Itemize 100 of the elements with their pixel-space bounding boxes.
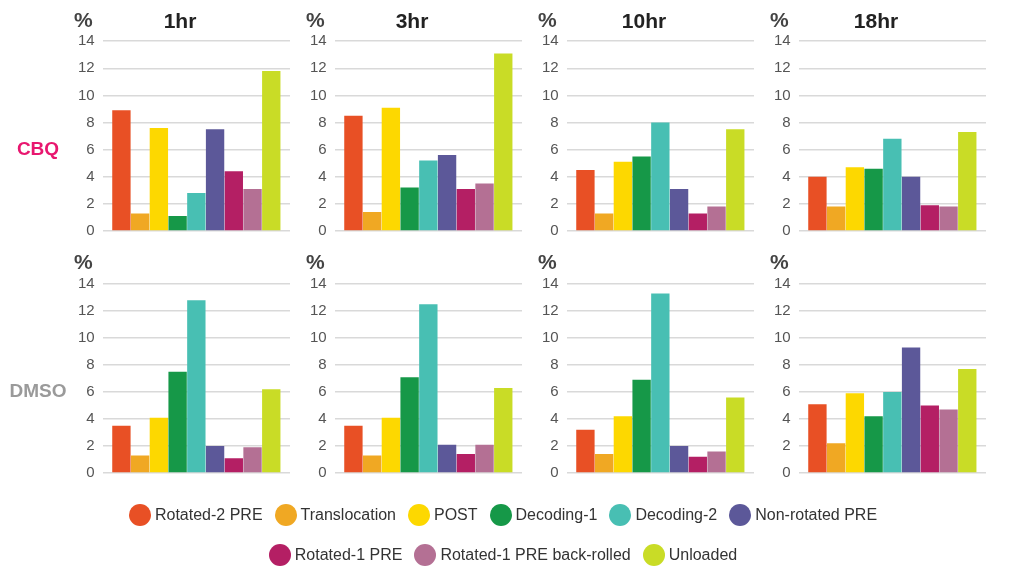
- y-tick-label: 12: [310, 301, 327, 319]
- bar: [362, 212, 382, 231]
- legend-label: Non-rotated PRE: [755, 506, 878, 524]
- y-tick-label: 0: [550, 463, 559, 481]
- bar: [187, 300, 206, 473]
- bar: [400, 377, 419, 473]
- bar: [168, 371, 187, 473]
- bar: [243, 447, 262, 473]
- bar: [362, 455, 382, 473]
- legend-label: Decoding-2: [635, 506, 718, 524]
- y-axis-title: %: [538, 8, 557, 32]
- y-tick-label: 10: [542, 328, 559, 346]
- y-tick-label: 10: [542, 85, 559, 103]
- bar: [494, 387, 513, 473]
- y-tick-label: 6: [550, 139, 559, 157]
- y-axis-title: %: [306, 8, 325, 32]
- y-tick-label: 14: [542, 274, 559, 292]
- y-tick-label: 2: [318, 194, 327, 212]
- bar: [594, 454, 614, 473]
- y-tick-label: 4: [86, 409, 95, 427]
- y-tick-label: 4: [86, 166, 95, 184]
- bar: [688, 213, 707, 231]
- bar: [187, 193, 206, 231]
- bar: [845, 167, 865, 231]
- y-tick-label: 2: [782, 194, 791, 212]
- y-tick-label: 4: [782, 409, 791, 427]
- bar: [726, 129, 745, 231]
- bar: [344, 425, 363, 473]
- bar: [613, 161, 633, 231]
- y-tick-label: 0: [86, 463, 95, 481]
- bar: [669, 188, 689, 231]
- y-tick-label: 4: [782, 166, 791, 184]
- bar: [149, 127, 169, 231]
- bar: [651, 122, 670, 231]
- y-tick-label: 2: [550, 194, 559, 212]
- bar: [419, 304, 438, 473]
- bar: [726, 397, 745, 473]
- bar: [243, 188, 262, 231]
- bar: [939, 206, 958, 231]
- y-tick-label: 2: [782, 436, 791, 454]
- bar: [262, 71, 281, 231]
- legend-label: Decoding-1: [515, 506, 598, 524]
- bar: [883, 138, 902, 231]
- bar: [130, 455, 150, 473]
- bar: [826, 443, 846, 473]
- legend-label: Translocation: [300, 506, 396, 524]
- bar: [632, 379, 651, 473]
- legend-label: Rotated-1 PRE: [294, 546, 403, 564]
- bar: [456, 454, 475, 473]
- y-tick-label: 8: [86, 112, 95, 130]
- bar: [707, 451, 726, 473]
- y-tick-label: 2: [86, 436, 95, 454]
- bar: [494, 53, 513, 231]
- text: DMSO: [8, 380, 68, 402]
- y-tick-label: 6: [318, 382, 327, 400]
- bar: [939, 409, 958, 473]
- y-tick-label: 0: [318, 221, 327, 239]
- y-tick-label: 12: [78, 58, 95, 76]
- y-tick-label: 10: [774, 85, 791, 103]
- bar: [632, 156, 651, 231]
- bar: [920, 405, 939, 473]
- bar: [224, 171, 243, 231]
- bar: [669, 446, 689, 473]
- bar: [864, 168, 883, 231]
- y-tick-label: 14: [774, 274, 791, 292]
- bar: [808, 404, 827, 473]
- y-tick-label: 0: [318, 463, 327, 481]
- bar: [112, 425, 131, 473]
- y-axis-title: %: [306, 250, 325, 274]
- y-tick-label: 14: [78, 31, 95, 49]
- y-tick-label: 6: [782, 382, 791, 400]
- bar: [707, 206, 726, 231]
- y-axis-title: %: [770, 8, 789, 32]
- bar: [826, 206, 846, 231]
- bar: [651, 293, 670, 473]
- y-tick-label: 8: [550, 355, 559, 373]
- bar: [958, 369, 977, 473]
- y-tick-label: 2: [318, 436, 327, 454]
- y-tick-label: 0: [86, 221, 95, 239]
- bar: [130, 213, 150, 231]
- y-tick-label: 8: [86, 355, 95, 373]
- y-tick-label: 10: [310, 85, 327, 103]
- bar: [613, 416, 633, 473]
- y-tick-label: 8: [550, 112, 559, 130]
- y-tick-label: 14: [310, 31, 327, 49]
- bar: [901, 176, 921, 231]
- y-tick-label: 10: [774, 328, 791, 346]
- y-tick-label: 12: [542, 301, 559, 319]
- bar: [419, 160, 438, 231]
- y-tick-label: 12: [542, 58, 559, 76]
- y-tick-label: 12: [310, 58, 327, 76]
- bar: [381, 417, 401, 473]
- y-axis-title: %: [538, 250, 557, 274]
- bar: [475, 183, 494, 231]
- y-tick-label: 10: [78, 328, 95, 346]
- y-tick-label: 6: [318, 139, 327, 157]
- bar: [437, 444, 457, 473]
- bar: [168, 216, 187, 231]
- y-tick-label: 6: [86, 139, 95, 157]
- y-axis-title: %: [74, 250, 93, 274]
